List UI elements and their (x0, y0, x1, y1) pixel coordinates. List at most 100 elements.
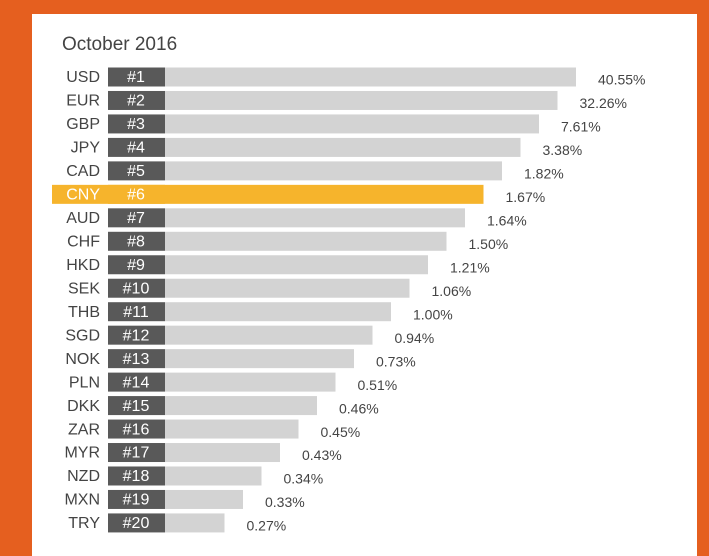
currency-code: NOK (65, 351, 100, 368)
rank-box (108, 161, 165, 181)
bar (165, 90, 558, 110)
bar (165, 513, 225, 533)
bar (165, 67, 576, 87)
rank-box (108, 231, 165, 251)
currency-code: CAD (66, 163, 100, 180)
rank-box (108, 114, 165, 134)
bar (165, 372, 336, 392)
bar (165, 137, 521, 157)
bar (165, 278, 410, 298)
share-label: 0.73% (376, 353, 416, 369)
currency-code: NZD (67, 468, 100, 485)
rank-label: #19 (123, 492, 150, 509)
rank-box (108, 302, 165, 322)
rank-label: #18 (123, 468, 150, 485)
bar (165, 208, 465, 228)
share-label: 0.94% (395, 330, 435, 346)
share-label: 0.43% (302, 447, 342, 463)
rank-label: #8 (127, 234, 145, 251)
share-label: 3.38% (543, 142, 583, 158)
currency-code: SEK (68, 280, 100, 297)
currency-code: USD (66, 69, 100, 86)
currency-code: JPY (71, 140, 101, 157)
currency-code: PLN (69, 374, 100, 391)
share-label: 1.82% (524, 166, 564, 182)
rank-box (108, 513, 165, 533)
rank-label: #12 (123, 327, 150, 344)
bar (165, 489, 243, 509)
share-label: 0.46% (339, 400, 379, 416)
share-label: 1.00% (413, 306, 453, 322)
rank-label: #17 (123, 445, 150, 462)
rank-label: #3 (127, 116, 145, 133)
share-label: 0.51% (358, 377, 398, 393)
rank-label: #1 (127, 69, 145, 86)
currency-code: THB (68, 304, 100, 321)
bar (165, 114, 539, 134)
currency-code: SGD (65, 327, 100, 344)
currency-code: ZAR (68, 421, 100, 438)
rank-box (108, 278, 165, 298)
currency-code: GBP (66, 116, 100, 133)
bar (165, 325, 373, 345)
rank-box (108, 396, 165, 416)
rank-box (108, 443, 165, 463)
currency-code: HKD (66, 257, 100, 274)
rank-label: #6 (127, 187, 145, 204)
rank-label: #7 (127, 210, 145, 227)
rank-box (108, 137, 165, 157)
share-label: 0.45% (321, 424, 361, 440)
rank-box (108, 90, 165, 110)
currency-code: AUD (66, 210, 100, 227)
bar (165, 443, 280, 463)
share-label: 1.50% (469, 236, 509, 252)
rank-label: #15 (123, 398, 150, 415)
rank-label: #20 (123, 515, 150, 532)
share-label: 1.64% (487, 213, 527, 229)
rank-box (108, 255, 165, 275)
bar (165, 255, 428, 275)
rank-label: #13 (123, 351, 150, 368)
currency-code: DKK (67, 398, 100, 415)
share-label: 7.61% (561, 119, 601, 135)
share-label: 1.21% (450, 259, 490, 275)
rank-box (108, 349, 165, 369)
bar (165, 231, 447, 251)
currency-code: MXN (64, 492, 100, 509)
bar (165, 161, 502, 181)
currency-code: TRY (68, 515, 100, 532)
bar (165, 419, 299, 439)
share-label: 0.27% (247, 518, 287, 534)
rank-label: #16 (123, 421, 150, 438)
rank-label: #14 (123, 374, 150, 391)
rank-box (108, 419, 165, 439)
share-label: 0.33% (265, 494, 305, 510)
currency-code: EUR (66, 93, 100, 110)
rank-box (108, 372, 165, 392)
rank-box (108, 466, 165, 486)
currency-code: CNY (66, 187, 100, 204)
rank-label: #10 (123, 280, 150, 297)
rank-label: #5 (127, 163, 145, 180)
share-label: 1.06% (432, 283, 472, 299)
bar (165, 349, 354, 369)
rank-box (108, 208, 165, 228)
share-label: 1.67% (506, 189, 546, 205)
share-label: 0.34% (284, 471, 324, 487)
bar (165, 302, 391, 322)
share-label: 32.26% (580, 95, 627, 111)
rank-label: #2 (127, 93, 145, 110)
currency-code: MYR (64, 445, 100, 462)
currency-code: CHF (67, 234, 100, 251)
rank-box (108, 67, 165, 87)
bar (165, 466, 262, 486)
rank-box (108, 489, 165, 509)
title: October 2016 (62, 34, 177, 55)
rank-label: #11 (123, 304, 149, 321)
rank-box (108, 184, 165, 204)
rank-box (108, 325, 165, 345)
share-label: 40.55% (598, 72, 645, 88)
rank-label: #4 (127, 140, 145, 157)
bar (165, 396, 317, 416)
